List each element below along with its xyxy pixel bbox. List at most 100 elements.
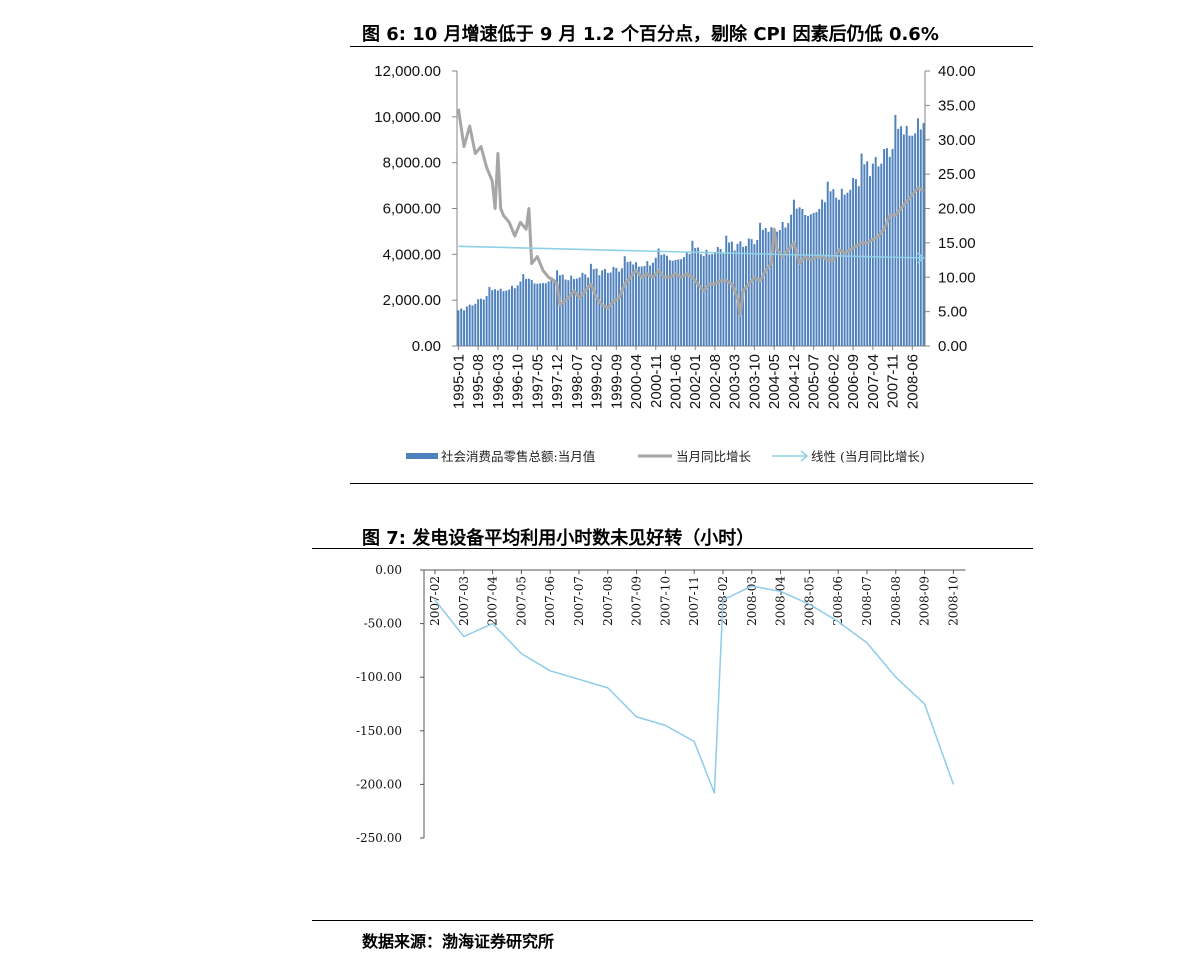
retail-sales-bar — [463, 310, 466, 346]
left-tick-label: 6,000.00 — [383, 201, 441, 218]
retail-sales-bar — [776, 231, 778, 346]
retail-sales-bar — [843, 194, 846, 346]
retail-sales-bar — [770, 227, 773, 346]
retail-sales-bar — [542, 283, 544, 346]
x-tick-label: 2007-03 — [457, 576, 471, 626]
retail-sales-bar — [460, 308, 463, 346]
retail-sales-bar — [869, 176, 872, 346]
retail-sales-bar — [592, 269, 595, 346]
left-tick-label: 0.00 — [412, 338, 441, 355]
retail-sales-bar — [666, 255, 669, 346]
x-tick-label: 2008-05 — [802, 576, 816, 626]
retail-sales-bar — [496, 290, 499, 346]
x-tick-label: 2001-06 — [668, 354, 685, 409]
retail-sales-bar — [835, 197, 838, 346]
retail-sales-bar — [561, 274, 564, 346]
x-tick-label: 1999-09 — [608, 354, 625, 409]
retail-sales-bar — [764, 228, 767, 346]
retail-sales-bar — [553, 279, 556, 346]
retail-sales-bar — [505, 290, 508, 346]
right-tick-label: 15.00 — [938, 235, 976, 252]
retail-sales-bar — [688, 253, 691, 346]
retail-sales-bar — [784, 227, 787, 346]
retail-sales-bar — [629, 261, 632, 346]
right-tick-label: 20.00 — [938, 201, 976, 218]
retail-sales-bar — [677, 259, 680, 346]
legend-label-bar: 社会消费品零售总额:当月值 — [441, 449, 595, 464]
retail-sales-bar — [708, 254, 711, 346]
retail-sales-bar — [885, 148, 888, 346]
right-tick-label: 5.00 — [938, 304, 967, 321]
retail-sales-bar — [623, 256, 626, 346]
retail-sales-bar — [499, 288, 502, 346]
retail-sales-bar — [508, 289, 511, 346]
x-tick-label: 2007-04 — [486, 576, 500, 626]
retail-sales-bar — [556, 270, 559, 346]
x-tick-label: 2002-01 — [687, 354, 704, 409]
retail-sales-bar — [479, 298, 482, 346]
x-tick-label: 2007-05 — [514, 576, 528, 626]
retail-sales-bar — [612, 266, 615, 346]
retail-sales-bar — [908, 135, 911, 346]
x-tick-label: 2007-07 — [572, 576, 586, 626]
retail-sales-bar — [809, 214, 812, 346]
retail-sales-bar — [589, 263, 592, 346]
retail-sales-bar — [902, 134, 905, 346]
figure7-title: 图 7: 发电设备平均利用小时数未见好转（小时） — [362, 528, 755, 549]
x-tick-label: 1999-02 — [589, 354, 606, 409]
retail-sales-bar — [539, 283, 542, 346]
figure6-title-rule — [350, 46, 1033, 47]
retail-sales-bar — [618, 271, 621, 346]
retail-sales-bar — [795, 208, 798, 346]
x-tick-label: 2007-11 — [885, 354, 902, 408]
retail-sales-bar — [570, 275, 573, 346]
legend-swatch-bar — [406, 453, 438, 459]
x-tick-label: 2008-06 — [831, 576, 845, 626]
retail-sales-bar — [558, 275, 561, 346]
x-tick-label: 1998-07 — [569, 354, 586, 409]
y-tick-label: -200.00 — [356, 777, 402, 791]
legend-label-line: 当月同比增长 — [676, 449, 752, 464]
figure6-legend: 社会消费品零售总额:当月值 当月同比增长 线性 (当月同比增长) — [406, 449, 925, 464]
retail-sales-bar — [716, 247, 719, 346]
x-tick-label: 2000-04 — [628, 354, 645, 409]
x-tick-label: 1995-01 — [450, 354, 467, 409]
retail-sales-bar — [674, 260, 677, 346]
retail-sales-bar — [522, 274, 525, 346]
retail-sales-bar — [615, 267, 618, 346]
retail-sales-bar — [753, 244, 756, 346]
retail-sales-bar — [781, 221, 784, 346]
retail-sales-bar — [595, 268, 598, 346]
retail-sales-bar — [787, 223, 790, 346]
retail-sales-bar — [575, 278, 578, 346]
retail-sales-bar — [880, 163, 883, 346]
retail-sales-bar — [897, 128, 900, 346]
retail-sales-bar — [900, 126, 903, 346]
retail-sales-bar — [525, 278, 528, 346]
utilization-hours-line — [434, 585, 955, 794]
retail-sales-bar — [626, 261, 629, 346]
y-tick-label: -150.00 — [356, 724, 402, 738]
retail-sales-bar — [874, 157, 877, 346]
legend-label-trend: 线性 (当月同比增长) — [811, 449, 925, 464]
retail-sales-bar — [804, 214, 807, 346]
retail-sales-bar — [544, 283, 547, 346]
retail-sales-bar — [699, 254, 702, 346]
x-tick-label: 2007-04 — [865, 354, 882, 409]
retail-sales-bar — [832, 189, 835, 346]
retail-sales-bar — [643, 265, 646, 346]
retail-sales-bar — [905, 125, 908, 347]
retail-sales-bar — [635, 262, 638, 346]
retail-sales-bar — [863, 164, 866, 346]
x-tick-label: 1997-12 — [549, 354, 566, 409]
retail-sales-bar — [685, 251, 688, 346]
retail-sales-bar — [767, 231, 770, 346]
retail-sales-bar — [671, 260, 674, 346]
retail-sales-bar — [815, 212, 818, 346]
retail-sales-bar — [705, 249, 708, 346]
retail-sales-bar — [519, 281, 522, 346]
x-tick-label: 2002-08 — [707, 354, 724, 409]
retail-sales-bar — [657, 248, 660, 346]
left-tick-label: 12,000.00 — [374, 63, 441, 80]
retail-sales-bar — [711, 254, 714, 346]
